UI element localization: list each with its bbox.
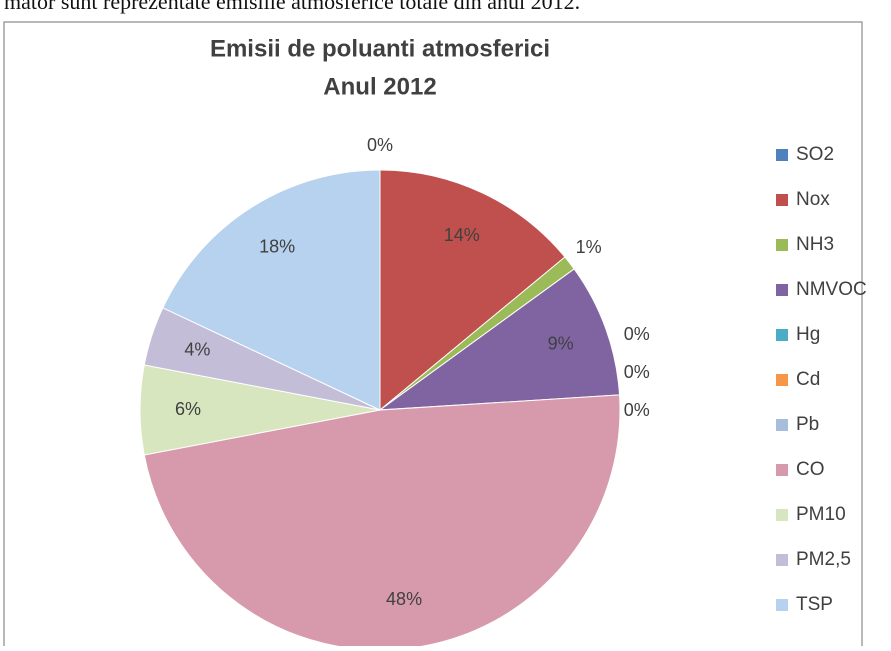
pie-slice (378, 268, 621, 411)
legend-swatch (776, 599, 788, 611)
data-label: 6% (175, 399, 201, 419)
legend-label: PM2,5 (796, 549, 851, 570)
data-label: 4% (184, 339, 210, 359)
legend-label: SO2 (796, 144, 834, 165)
legend-swatch (776, 149, 788, 161)
legend-label: Pb (796, 414, 819, 435)
legend-label: PM10 (796, 504, 846, 525)
legend-label: NH3 (796, 234, 834, 255)
data-label: 48% (386, 589, 422, 609)
data-label: 0% (367, 135, 393, 155)
data-label: 0% (624, 400, 650, 420)
legend-swatch (776, 419, 788, 431)
chart-frame (3, 21, 863, 651)
data-label: 14% (444, 225, 480, 245)
legend-swatch (776, 464, 788, 476)
legend-label: NMVOC (796, 279, 867, 300)
pie-slice (162, 169, 381, 411)
data-label: 0% (624, 324, 650, 344)
chart-subtitle: Anul 2012 (323, 73, 436, 100)
document-text: mator sunt reprezentate emisiile atmosfe… (4, 0, 580, 14)
legend-swatch (776, 374, 788, 386)
legend-swatch (776, 239, 788, 251)
legend-label: TSP (796, 594, 833, 615)
legend-swatch (776, 284, 788, 296)
legend-label: CO (796, 459, 825, 480)
legend-label: Hg (796, 324, 820, 345)
legend-label: Cd (796, 369, 820, 390)
legend-swatch (776, 554, 788, 566)
data-label: 0% (624, 362, 650, 382)
pie-slice (379, 169, 566, 412)
legend-swatch (776, 509, 788, 521)
chart-title: Emisii de poluanti atmosferici (210, 35, 550, 62)
legend-swatch (776, 194, 788, 206)
data-label: 18% (259, 237, 295, 257)
legend-swatch (776, 329, 788, 341)
data-label: 9% (548, 334, 574, 354)
legend-label: Nox (796, 189, 830, 210)
data-label: 1% (576, 237, 602, 257)
